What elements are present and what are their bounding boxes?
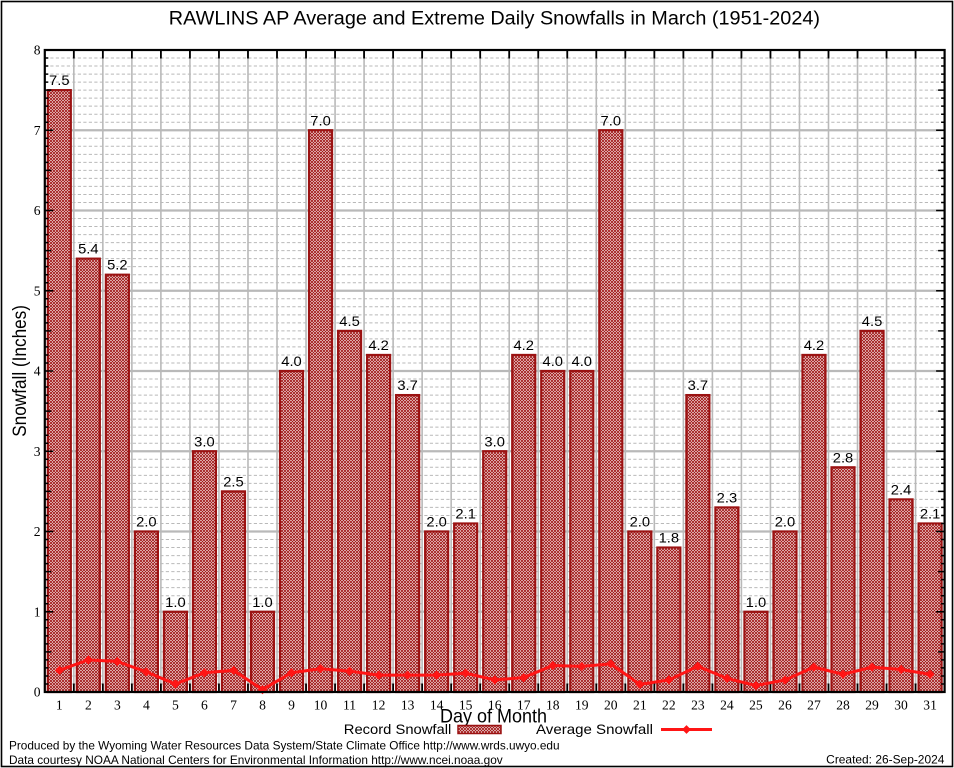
- svg-text:0: 0: [34, 685, 41, 700]
- svg-text:7.0: 7.0: [310, 113, 331, 129]
- svg-text:23: 23: [691, 697, 705, 712]
- svg-text:Day of Month: Day of Month: [440, 706, 547, 728]
- svg-text:3.0: 3.0: [194, 434, 215, 450]
- svg-text:21: 21: [633, 697, 647, 712]
- svg-text:4: 4: [34, 364, 41, 379]
- svg-text:3: 3: [34, 444, 41, 459]
- svg-text:2.1: 2.1: [455, 506, 476, 522]
- svg-text:Record Snowfall: Record Snowfall: [344, 721, 452, 737]
- svg-text:4.0: 4.0: [281, 354, 302, 370]
- svg-text:6: 6: [34, 203, 41, 218]
- svg-text:1.0: 1.0: [746, 595, 767, 611]
- svg-text:8: 8: [34, 43, 41, 58]
- svg-text:Average Snowfall: Average Snowfall: [536, 721, 653, 737]
- svg-text:7: 7: [230, 697, 237, 712]
- svg-text:1.0: 1.0: [252, 595, 273, 611]
- svg-text:2.0: 2.0: [426, 515, 447, 531]
- svg-text:2.0: 2.0: [775, 515, 796, 531]
- svg-text:2.3: 2.3: [717, 490, 738, 506]
- svg-text:4.2: 4.2: [513, 338, 534, 354]
- svg-text:9: 9: [288, 697, 295, 712]
- svg-text:7.5: 7.5: [49, 73, 70, 89]
- svg-text:19: 19: [575, 697, 589, 712]
- svg-text:4.5: 4.5: [339, 314, 360, 330]
- svg-text:4.2: 4.2: [368, 338, 389, 354]
- svg-text:4.2: 4.2: [804, 338, 825, 354]
- svg-text:7: 7: [34, 123, 41, 138]
- svg-text:1: 1: [56, 697, 63, 712]
- svg-text:4.0: 4.0: [543, 354, 564, 370]
- svg-text:2.1: 2.1: [920, 506, 941, 522]
- svg-text:4.0: 4.0: [572, 354, 593, 370]
- svg-text:4.5: 4.5: [862, 314, 883, 330]
- svg-text:2.8: 2.8: [833, 450, 854, 466]
- svg-text:5.2: 5.2: [107, 258, 128, 274]
- svg-text:13: 13: [401, 697, 415, 712]
- svg-text:7.0: 7.0: [601, 113, 622, 129]
- svg-text:Data courtesy NOAA National Ce: Data courtesy NOAA National Centers for …: [9, 753, 503, 767]
- svg-text:5.4: 5.4: [78, 242, 99, 258]
- svg-text:3.7: 3.7: [397, 378, 418, 394]
- svg-text:29: 29: [865, 697, 879, 712]
- svg-text:5: 5: [172, 697, 179, 712]
- svg-text:5: 5: [34, 283, 41, 298]
- svg-text:16: 16: [488, 697, 502, 712]
- svg-text:27: 27: [807, 697, 821, 712]
- svg-text:20: 20: [604, 697, 618, 712]
- svg-text:14: 14: [430, 697, 444, 712]
- svg-text:2: 2: [34, 524, 41, 539]
- svg-text:Created: 26-Sep-2024: Created: 26-Sep-2024: [826, 753, 945, 767]
- svg-text:11: 11: [343, 697, 356, 712]
- svg-text:31: 31: [923, 697, 937, 712]
- svg-text:18: 18: [546, 697, 560, 712]
- svg-text:22: 22: [662, 697, 676, 712]
- svg-text:RAWLINS AP Average and Extreme: RAWLINS AP Average and Extreme Daily Sno…: [169, 8, 820, 30]
- svg-text:26: 26: [778, 697, 792, 712]
- svg-text:10: 10: [314, 697, 328, 712]
- svg-text:Produced by the Wyoming Water: Produced by the Wyoming Water Resources …: [9, 739, 560, 753]
- svg-text:3.0: 3.0: [484, 434, 505, 450]
- svg-text:30: 30: [894, 697, 908, 712]
- svg-text:6: 6: [201, 697, 208, 712]
- svg-text:2: 2: [85, 697, 92, 712]
- svg-text:2.5: 2.5: [223, 474, 244, 490]
- svg-text:1.8: 1.8: [659, 531, 680, 547]
- svg-text:3: 3: [114, 697, 121, 712]
- svg-text:24: 24: [720, 697, 734, 712]
- svg-text:2.4: 2.4: [891, 482, 912, 498]
- svg-text:3.7: 3.7: [688, 378, 709, 394]
- svg-text:28: 28: [836, 697, 850, 712]
- svg-text:Snowfall (Inches): Snowfall (Inches): [9, 305, 31, 437]
- svg-text:2.0: 2.0: [136, 515, 157, 531]
- svg-text:2.0: 2.0: [630, 515, 651, 531]
- svg-text:15: 15: [459, 697, 473, 712]
- svg-text:12: 12: [372, 697, 386, 712]
- svg-text:17: 17: [517, 697, 531, 712]
- svg-text:1.0: 1.0: [165, 595, 186, 611]
- svg-text:25: 25: [749, 697, 763, 712]
- svg-text:4: 4: [143, 697, 150, 712]
- svg-text:1: 1: [34, 604, 41, 619]
- svg-text:8: 8: [259, 697, 266, 712]
